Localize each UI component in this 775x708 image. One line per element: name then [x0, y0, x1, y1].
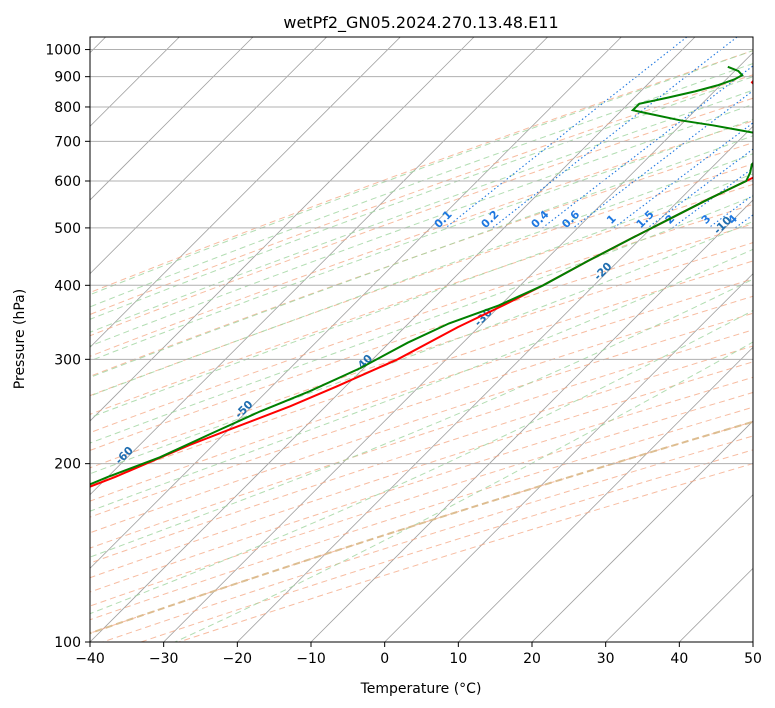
mixing-ratio-label: 6	[764, 212, 775, 227]
line-labels: 0.10.20.40.611.52346810131620253036-100-…	[0, 208, 775, 513]
moist-adiabat-line	[90, 195, 753, 444]
mixing-ratio-line	[445, 37, 688, 229]
mixing-ratio-line	[734, 214, 753, 229]
isotherm-line	[90, 37, 622, 569]
dry-adiabat-line	[90, 376, 753, 593]
background-lines: 0.10.20.40.611.52346810131620253036-100-…	[0, 37, 775, 642]
moist-adiabat-line	[90, 103, 753, 347]
dry-adiabat-line	[90, 203, 753, 434]
dry-adiabat-line	[90, 345, 753, 564]
x-tick-label: −20	[223, 651, 253, 667]
y-tick-label: 400	[54, 278, 81, 294]
dry-adiabat-line	[90, 361, 753, 579]
mixing-ratio-label: 3	[699, 212, 714, 227]
y-tick-label: 700	[54, 134, 81, 150]
isotherm-line	[384, 273, 753, 642]
chart-title: wetPf2_GN05.2024.270.13.48.E11	[283, 13, 558, 33]
moist-adiabat-line	[90, 220, 753, 475]
x-tick-label: −30	[149, 651, 179, 667]
mixing-ratio-line	[542, 65, 753, 229]
y-tick-label: 300	[54, 352, 81, 368]
mixing-ratio-lines	[445, 37, 753, 229]
pressure-gridlines	[90, 49, 753, 642]
x-axis-title: Temperature (°C)	[360, 681, 482, 697]
dry-adiabat-line	[90, 183, 753, 415]
dry-adiabat-line	[90, 142, 753, 377]
y-axis: 1000 900 800 700 600 500 400 300 200 100	[45, 43, 90, 651]
mixing-ratio-line	[572, 90, 753, 229]
x-axis: −40 −30 −20 −10 0 10 20 30 40 50	[75, 642, 762, 667]
isotherm-line	[458, 346, 753, 642]
isotherm-line	[310, 199, 753, 642]
dry-adiabat-line	[90, 74, 753, 316]
moist-adiabat-line	[90, 248, 753, 512]
dry-adiabat-line	[90, 50, 753, 294]
isotherm-line	[90, 37, 548, 496]
isotherm-line	[237, 125, 753, 642]
dry-adiabat-line	[90, 312, 753, 534]
moist-adiabat-line	[90, 89, 753, 333]
moist-adiabat-line	[90, 278, 753, 558]
y-tick-label: 1000	[45, 43, 81, 59]
isotherm-line	[531, 420, 753, 642]
dry-adiabat-line	[90, 120, 753, 357]
dry-adiabat-line	[90, 223, 753, 451]
isotherm-line	[90, 37, 475, 422]
dry-adiabat-line	[90, 97, 753, 337]
plot-frame	[89, 36, 754, 643]
mixing-ratio-line	[672, 167, 753, 229]
isotherm-line	[90, 37, 696, 642]
dry-adiabat-line	[90, 242, 753, 469]
x-tick-label: 50	[744, 651, 762, 667]
x-tick-label: −40	[75, 651, 105, 667]
x-tick-label: 20	[523, 651, 541, 667]
moist-adiabats	[90, 50, 753, 642]
moist-adiabat-line	[90, 135, 753, 378]
moist-adiabat-line	[90, 118, 753, 362]
mixing-ratio-line	[492, 37, 738, 229]
mixing-ratio-label: 1	[604, 212, 619, 227]
isotherm-label: -50	[232, 398, 255, 421]
y-tick-label: 500	[54, 221, 81, 237]
dry-adiabat-line	[90, 260, 753, 486]
y-tick-label: 100	[54, 635, 81, 651]
y-tick-label: 900	[54, 70, 81, 86]
dry-adiabat-line	[90, 278, 753, 502]
moist-adiabat-line	[90, 50, 753, 296]
isotherm-line	[90, 37, 254, 201]
isotherm-line	[90, 37, 401, 348]
isotherm-line	[163, 52, 753, 642]
x-tick-label: 30	[597, 651, 615, 667]
dry-adiabat-line	[90, 163, 753, 397]
moist-adiabat-line	[90, 63, 753, 308]
dry-adiabat-line	[102, 435, 753, 642]
dry-adiabats	[90, 50, 753, 642]
x-tick-label: 10	[449, 651, 467, 667]
moist-adiabat-line	[90, 76, 753, 320]
sounding-profiles	[90, 65, 753, 488]
y-tick-label: 200	[54, 457, 81, 473]
isotherm-line	[752, 641, 753, 642]
dry-adiabat-line	[90, 391, 753, 607]
isotherm-line	[90, 37, 327, 275]
moist-adiabat-line	[90, 153, 753, 397]
x-tick-label: −10	[296, 651, 326, 667]
y-axis-title: Pressure (hPa)	[12, 289, 28, 389]
dry-adiabat-line	[178, 463, 753, 642]
dewpoint-profile-line	[90, 65, 753, 486]
isotherm-line	[605, 494, 753, 642]
x-tick-label: 40	[670, 651, 688, 667]
moist-adiabat-line	[90, 173, 753, 419]
x-tick-label: 0	[380, 651, 389, 667]
isotherm-label: -70	[0, 490, 16, 513]
moist-adiabat-line	[90, 309, 753, 615]
dry-adiabat-line	[90, 295, 753, 518]
y-tick-label: 800	[54, 100, 81, 116]
isotherms	[90, 37, 753, 642]
y-tick-label: 600	[54, 174, 81, 190]
dry-adiabat-line	[90, 329, 753, 549]
